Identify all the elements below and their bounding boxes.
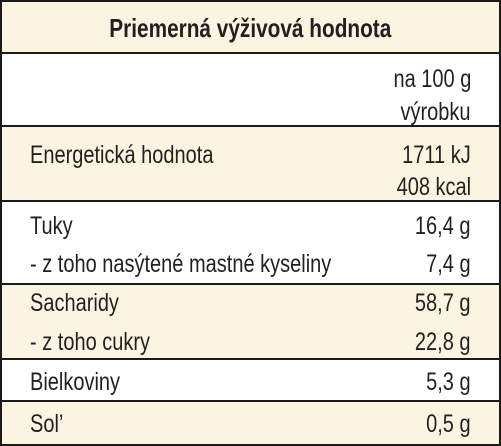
- table-row: Sacharidy - z toho cukry 58,7 g 22,8 g: [2, 283, 499, 358]
- table-row: na 100 g výrobku: [2, 52, 499, 126]
- nutrient-label: Sacharidy: [30, 289, 119, 317]
- nutrient-value: na 100 g: [393, 65, 471, 93]
- nutrient-label: - z toho nasýtené mastné kyseliny: [30, 250, 332, 278]
- header: Priemerná výživová hodnota: [2, 2, 499, 52]
- nutrient-value: 0,5 g: [426, 410, 471, 438]
- nutrient-value: 16,4 g: [415, 212, 471, 240]
- table-row: Tuky - z toho nasýtené mastné kyseliny 16,…: [2, 200, 499, 283]
- nutrient-label: Sol’: [30, 410, 64, 438]
- table-row: Energetická hodnota 1711 kJ 408 kcal: [2, 125, 499, 201]
- table-row: Sol’ 0,5 g: [2, 400, 499, 444]
- table-title: Priemerná výživová hodnota: [109, 13, 392, 43]
- nutrient-label: Tuky: [30, 212, 73, 240]
- nutrient-value: 1711 kJ: [402, 141, 471, 169]
- nutrient-label: - z toho cukry: [30, 328, 151, 356]
- nutrient-value: 22,8 g: [415, 328, 471, 356]
- nutrient-value: 408 kcal: [396, 173, 472, 201]
- table-row: Bielkoviny 5,3 g: [2, 358, 499, 400]
- nutrient-value: 5,3 g: [426, 368, 471, 396]
- nutrient-value: 7,4 g: [426, 250, 471, 278]
- nutrient-value: 58,7 g: [415, 289, 471, 317]
- nutrient-value: výrobku: [400, 98, 471, 126]
- nutrient-label: Energetická hodnota: [30, 141, 214, 169]
- nutrient-label: Bielkoviny: [30, 368, 121, 396]
- title-wrap: Priemerná výživová hodnota: [2, 13, 499, 43]
